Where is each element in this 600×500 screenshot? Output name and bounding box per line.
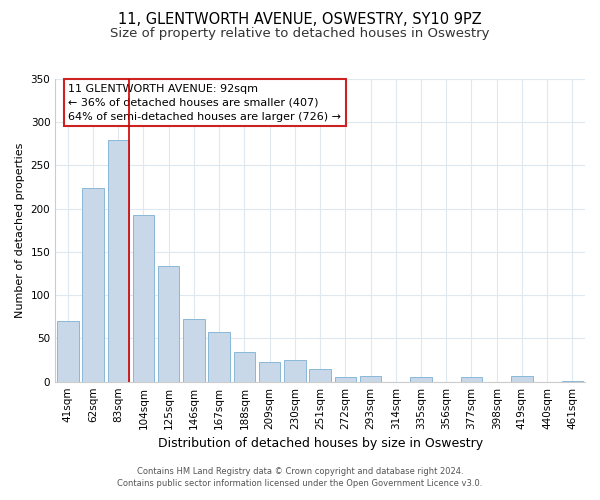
- Bar: [461, 378, 482, 382]
- Bar: [410, 378, 432, 382]
- Bar: [233, 352, 255, 382]
- Y-axis label: Number of detached properties: Number of detached properties: [15, 142, 25, 318]
- Bar: [259, 362, 280, 382]
- Text: 11, GLENTWORTH AVENUE, OSWESTRY, SY10 9PZ: 11, GLENTWORTH AVENUE, OSWESTRY, SY10 9P…: [118, 12, 482, 28]
- Bar: [360, 376, 381, 382]
- Bar: [208, 332, 230, 382]
- Text: 11 GLENTWORTH AVENUE: 92sqm
← 36% of detached houses are smaller (407)
64% of se: 11 GLENTWORTH AVENUE: 92sqm ← 36% of det…: [68, 84, 341, 122]
- Bar: [511, 376, 533, 382]
- Bar: [133, 215, 154, 382]
- Bar: [562, 381, 583, 382]
- Text: Contains HM Land Registry data © Crown copyright and database right 2024.
Contai: Contains HM Land Registry data © Crown c…: [118, 466, 482, 487]
- Text: Size of property relative to detached houses in Oswestry: Size of property relative to detached ho…: [110, 28, 490, 40]
- Bar: [158, 266, 179, 382]
- Bar: [310, 368, 331, 382]
- Bar: [57, 321, 79, 382]
- Bar: [183, 320, 205, 382]
- Bar: [284, 360, 305, 382]
- Bar: [82, 188, 104, 382]
- Bar: [107, 140, 129, 382]
- Bar: [335, 378, 356, 382]
- X-axis label: Distribution of detached houses by size in Oswestry: Distribution of detached houses by size …: [158, 437, 482, 450]
